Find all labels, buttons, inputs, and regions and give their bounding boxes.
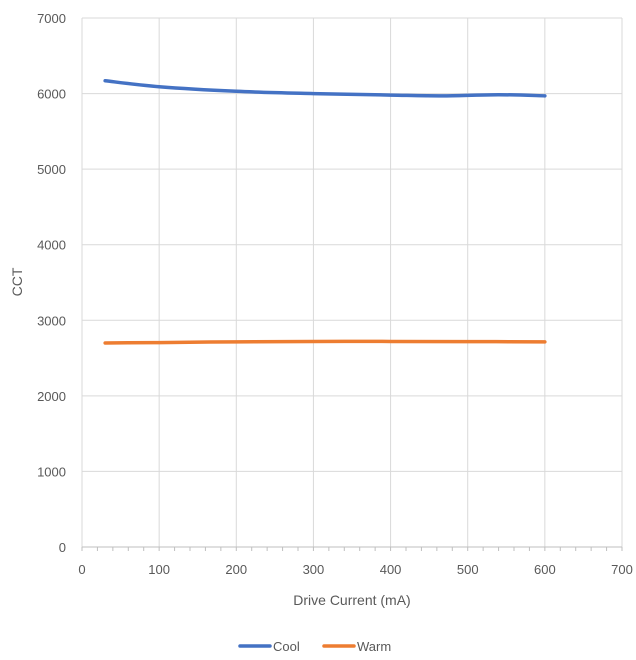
x-tick-label: 600 <box>534 562 556 577</box>
series-lines <box>105 81 545 343</box>
y-tick-label: 3000 <box>37 313 66 328</box>
x-tick-label: 300 <box>303 562 325 577</box>
legend-label-cool: Cool <box>273 639 300 654</box>
y-tick-label: 7000 <box>37 11 66 26</box>
x-tick-label: 700 <box>611 562 633 577</box>
y-axis-title: CCT <box>9 267 25 296</box>
y-tick-label: 0 <box>59 540 66 555</box>
y-tick-label: 2000 <box>37 389 66 404</box>
legend-label-warm: Warm <box>357 639 391 654</box>
x-tick-label: 200 <box>225 562 247 577</box>
y-tick-label: 4000 <box>37 238 66 253</box>
legend: Cool Warm <box>240 639 391 654</box>
y-tick-label: 1000 <box>37 464 66 479</box>
y-tick-label: 5000 <box>37 162 66 177</box>
x-tick-label: 500 <box>457 562 479 577</box>
x-tick-label: 400 <box>380 562 402 577</box>
series-line-warm <box>105 341 545 343</box>
axes <box>82 547 622 551</box>
x-tick-label: 0 <box>78 562 85 577</box>
x-axis-title: Drive Current (mA) <box>293 592 410 608</box>
y-tick-label: 6000 <box>37 87 66 102</box>
x-tick-label: 100 <box>148 562 170 577</box>
